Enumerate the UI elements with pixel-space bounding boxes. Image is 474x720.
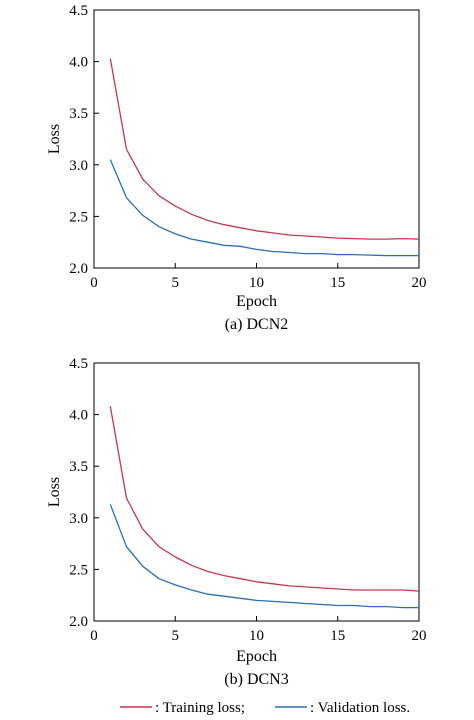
legend: : Training loss; : Validation loss. <box>120 700 410 716</box>
x-tick-label: 5 <box>172 628 180 644</box>
y-axis-label: Loss <box>46 477 63 507</box>
y-tick-label: 2.0 <box>69 614 88 630</box>
x-tick-label: 10 <box>249 275 264 291</box>
x-tick-label: 0 <box>90 275 98 291</box>
y-tick-label: 3.0 <box>69 511 88 527</box>
training-loss-line <box>109 406 420 592</box>
x-axis-label: Epoch <box>236 293 277 310</box>
x-tick-label: 0 <box>90 628 98 644</box>
x-tick-label: 20 <box>412 275 427 291</box>
y-tick-label: 3.0 <box>69 158 88 174</box>
x-tick-label: 10 <box>249 628 264 644</box>
y-tick-label: 4.5 <box>69 3 88 19</box>
y-tick-label: 4.0 <box>69 408 88 424</box>
x-tick-label: 15 <box>330 275 345 291</box>
legend-label-validation: : Validation loss. <box>310 700 410 716</box>
y-tick-label: 2.0 <box>69 261 88 277</box>
training-loss-line <box>109 58 420 240</box>
y-tick-label: 2.5 <box>69 209 88 225</box>
plot-frame <box>93 9 420 269</box>
y-tick-label: 4.5 <box>69 356 88 372</box>
panel-caption: (a) DCN2 <box>225 316 289 333</box>
y-tick-label: 2.5 <box>69 562 88 578</box>
x-tick-label: 15 <box>330 628 345 644</box>
x-tick-label: 5 <box>172 275 180 291</box>
y-axis-label: Loss <box>46 124 63 154</box>
chart-panel-dcn3: 0 5 10 15 20 2.0 2.5 3.0 3.5 4.0 4.5 Epoch Loss (b) D… <box>46 356 427 688</box>
validation-loss-line <box>109 504 419 609</box>
validation-loss-line <box>109 159 419 257</box>
y-tick-label: 3.5 <box>69 459 88 475</box>
x-tick-label: 20 <box>412 628 427 644</box>
y-tick-label: 4.0 <box>69 55 88 71</box>
x-axis-label: Epoch <box>236 648 277 665</box>
legend-label-training: : Training loss; <box>155 700 245 716</box>
panel-caption: (b) DCN3 <box>224 671 288 688</box>
y-tick-label: 3.5 <box>69 106 88 122</box>
chart-panel-dcn2: 0 5 10 15 20 2.0 2.5 3.0 3.5 4.0 4.5 Epoch Loss (a) D… <box>46 3 427 333</box>
